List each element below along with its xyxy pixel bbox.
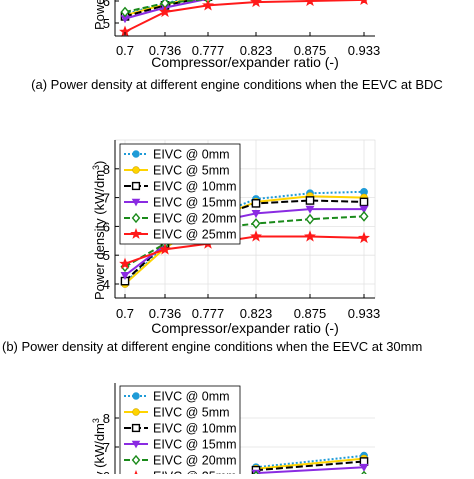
chart-b-legend-marker-1 (133, 167, 140, 174)
chart-b-point-4-5 (360, 212, 367, 221)
chart-a-ylabel: Power density (kW/dm3) (91, 0, 107, 30)
chart-b-ylabel: Power density (kW/dm3) (91, 161, 107, 300)
chart-b-point-5-4 (305, 232, 314, 241)
chart-b-legend-marker-0 (133, 151, 140, 158)
chart-b-xlabel: Compressor/expander ratio (-) (151, 320, 339, 336)
chart-c-legend-label-1: EIVC @ 5mm (153, 406, 230, 420)
chart-b-point-5-3 (251, 232, 260, 241)
chart-b-point-5-5 (359, 233, 368, 242)
chart-b-legend: EIVC @ 0mm EIVC @ 5mm EIVC @ 10mm EIVC @ 15… (120, 144, 240, 244)
chart-b-legend-marker-2 (133, 183, 140, 190)
chart-a-point-5-4 (305, 0, 314, 5)
chart-c-legend-label-2: EIVC @ 10mm (153, 422, 237, 436)
chart-a-xlabel: Compressor/expander ratio (-) (151, 54, 339, 70)
chart-b-legend-label-2: EIVC @ 10mm (153, 180, 237, 194)
chart-b-xtick-label-2: 0.777 (192, 306, 225, 321)
chart-c-legend-label-0: EIVC @ 0mm (153, 390, 230, 404)
chart-b-point-2-4 (306, 197, 313, 204)
chart-c-legend-label-5: EIVC @ 25mm (153, 470, 237, 475)
chart-c-legend-marker-2 (133, 425, 140, 432)
chart-c-ylabel: y (kW/dm3 (91, 418, 107, 474)
chart-a-plot (120, 0, 368, 36)
chart-b-xtick-label-5: 0.933 (348, 306, 381, 321)
chart-b-legend-label-1: EIVC @ 5mm (153, 164, 230, 178)
chart-b-caption: (b) Power density at different engine co… (2, 339, 422, 354)
chart-b-xtick-label-4: 0.875 (294, 306, 327, 321)
chart-a-point-5-2 (203, 1, 212, 10)
chart-c-legend-marker-1 (133, 409, 140, 416)
chart-b-xtick-label-0: 0.7 (116, 306, 134, 321)
chart-b-legend-label-5: EIVC @ 25mm (153, 228, 237, 242)
chart-a-xtick-label-5: 0.933 (348, 43, 381, 58)
chart-a-caption: (a) Power density at different engine co… (31, 77, 443, 92)
chart-b-xtick-label-3: 0.823 (240, 306, 273, 321)
chart-c-legend-label-4: EIVC @ 20mm (153, 454, 237, 468)
chart-b-xtick-label-1: 0.736 (149, 306, 182, 321)
chart-c-legend: EIVC @ 0mm EIVC @ 5mm EIVC @ 10mm EIVC @ 15… (120, 386, 240, 474)
chart-b-point-2-5 (360, 198, 367, 205)
chart-c-legend-marker-0 (133, 393, 140, 400)
chart-b-point-2-3 (252, 200, 259, 207)
chart-b-legend-label-3: EIVC @ 15mm (153, 196, 237, 210)
chart-c-plot (251, 452, 368, 474)
chart-b-legend-label-0: EIVC @ 0mm (153, 148, 230, 162)
chart-a-xtick-label-0: 0.7 (116, 43, 134, 58)
chart-b-legend-label-4: EIVC @ 20mm (153, 212, 237, 226)
chart-c-legend-label-3: EIVC @ 15mm (153, 438, 237, 452)
chart-b-point-4-4 (306, 215, 313, 224)
